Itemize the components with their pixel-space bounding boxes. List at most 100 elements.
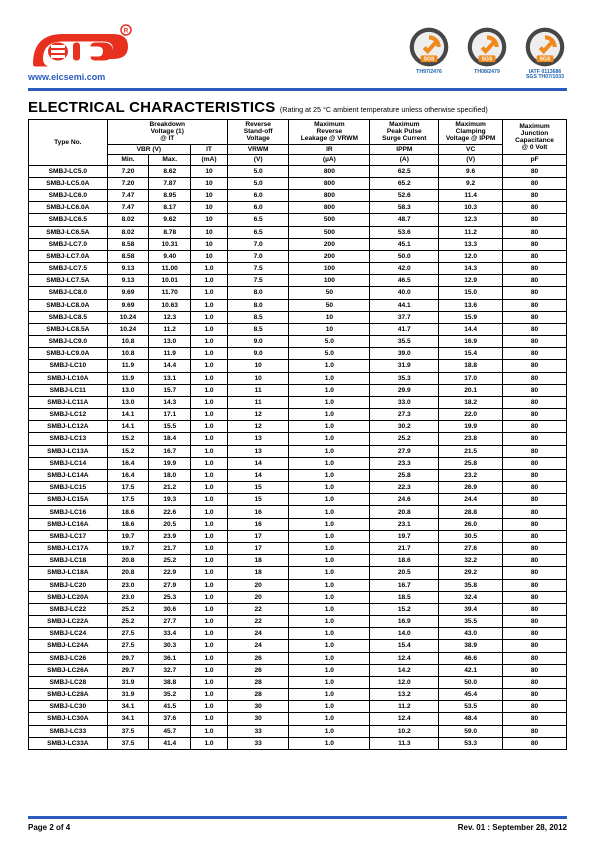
table-row: SMBJ-LC2629.736.11.0261.012.446.680 — [29, 652, 567, 664]
cell-type: SMBJ-LC7.0 — [29, 238, 108, 250]
cell-type: SMBJ-LC30 — [29, 701, 108, 713]
cell-value: 1.0 — [289, 579, 370, 591]
cell-type: SMBJ-LC12A — [29, 421, 108, 433]
cell-value: 80 — [503, 543, 567, 555]
table-row: SMBJ-LC28A31.935.21.0281.013.245.480 — [29, 689, 567, 701]
cell-value: 28.8 — [439, 506, 503, 518]
cell-value: 80 — [503, 603, 567, 615]
table-row: SMBJ-LC8.5A10.2411.21.08.51041.714.480 — [29, 323, 567, 335]
cell-value: 12.3 — [149, 311, 191, 323]
cell-value: 27.5 — [107, 640, 149, 652]
cell-value: 33.0 — [370, 396, 439, 408]
cell-value: 59.0 — [439, 725, 503, 737]
cell-value: 19.7 — [107, 530, 149, 542]
svg-text:R: R — [124, 28, 129, 35]
cell-value: 20.8 — [107, 567, 149, 579]
cell-value: 62.5 — [370, 165, 439, 177]
cell-value: 80 — [503, 530, 567, 542]
cell-type: SMBJ-LC6.5A — [29, 226, 108, 238]
cell-type: SMBJ-LC12 — [29, 409, 108, 421]
cell-value: 23.8 — [439, 433, 503, 445]
cell-value: 29.7 — [107, 652, 149, 664]
cell-value: 40.0 — [370, 287, 439, 299]
table-row: SMBJ-LC2831.938.81.0281.012.050.080 — [29, 676, 567, 688]
cell-value: 26 — [227, 652, 288, 664]
cell-value: 11.9 — [107, 372, 149, 384]
cell-value: 1.0 — [191, 689, 228, 701]
cell-value: 21.7 — [370, 543, 439, 555]
cell-value: 12.4 — [370, 652, 439, 664]
cell-value: 1.0 — [191, 323, 228, 335]
table-row: SMBJ-LC1214.117.11.0121.027.322.080 — [29, 409, 567, 421]
cell-value: 25.2 — [107, 603, 149, 615]
cell-value: 11.9 — [107, 360, 149, 372]
cell-value: 13.3 — [439, 238, 503, 250]
cell-value: 10 — [191, 165, 228, 177]
table-row: SMBJ-LC1315.218.41.0131.025.223.880 — [29, 433, 567, 445]
table-row: SMBJ-LC5.07.208.62105.080062.59.680 — [29, 165, 567, 177]
cell-value: 100 — [289, 263, 370, 275]
cell-value: 1.0 — [191, 360, 228, 372]
cell-value: 7.5 — [227, 263, 288, 275]
cell-value: 1.0 — [191, 469, 228, 481]
cell-value: 10.24 — [107, 323, 149, 335]
cell-value: 80 — [503, 591, 567, 603]
table-row: SMBJ-LC7.5A9.1310.011.07.510046.512.980 — [29, 275, 567, 287]
cell-value: 13.6 — [439, 299, 503, 311]
cell-value: 1.0 — [289, 457, 370, 469]
cell-value: 80 — [503, 348, 567, 360]
cell-value: 800 — [289, 202, 370, 214]
cell-type: SMBJ-LC13A — [29, 445, 108, 457]
cell-value: 15.4 — [370, 640, 439, 652]
title-row: ELECTRICAL CHARACTERISTICS (Rating at 25… — [28, 99, 567, 117]
cell-value: 10 — [191, 250, 228, 262]
cell-value: 1.0 — [191, 299, 228, 311]
cell-value: 15.5 — [149, 421, 191, 433]
cell-value: 8.58 — [107, 238, 149, 250]
spec-table-body: SMBJ-LC5.07.208.62105.080062.59.680SMBJ-… — [29, 165, 567, 749]
cell-value: 1.0 — [289, 384, 370, 396]
spec-table-head: Type No. BreakdownVoltage (1)@ IT Revers… — [29, 120, 567, 166]
cell-value: 7.47 — [107, 202, 149, 214]
cell-value: 1.0 — [289, 628, 370, 640]
cell-value: 27.6 — [439, 543, 503, 555]
table-row: SMBJ-LC3337.545.71.0331.010.259.080 — [29, 725, 567, 737]
cell-value: 7.0 — [227, 250, 288, 262]
cell-value: 23.1 — [370, 518, 439, 530]
cell-value: 13.1 — [149, 372, 191, 384]
cell-value: 9.69 — [107, 299, 149, 311]
cell-value: 80 — [503, 579, 567, 591]
cell-value: 1.0 — [289, 482, 370, 494]
cell-value: 31.9 — [107, 689, 149, 701]
cell-value: 8.5 — [227, 311, 288, 323]
cell-value: 100 — [289, 275, 370, 287]
svg-text:SGS: SGS — [424, 56, 435, 62]
cell-value: 11.3 — [370, 737, 439, 749]
cell-type: SMBJ-LC5.0A — [29, 177, 108, 189]
cell-value: 13.0 — [107, 396, 149, 408]
cell-value: 37.5 — [107, 737, 149, 749]
cell-type: SMBJ-LC8.5 — [29, 311, 108, 323]
cell-type: SMBJ-LC14 — [29, 457, 108, 469]
cell-value: 80 — [503, 372, 567, 384]
cell-value: 80 — [503, 445, 567, 457]
cell-value: 7.47 — [107, 190, 149, 202]
cell-value: 1.0 — [191, 457, 228, 469]
cell-value: 9.0 — [227, 348, 288, 360]
cell-value: 10 — [191, 177, 228, 189]
cell-value: 16 — [227, 518, 288, 530]
u-ir: (µA) — [289, 155, 370, 165]
cell-value: 13.0 — [107, 384, 149, 396]
spec-table: Type No. BreakdownVoltage (1)@ IT Revers… — [28, 119, 567, 750]
brand-url[interactable]: www.eicsemi.com — [28, 72, 105, 82]
table-row: SMBJ-LC11A13.014.31.0111.033.018.280 — [29, 396, 567, 408]
u-ippm: (A) — [370, 155, 439, 165]
cell-value: 800 — [289, 190, 370, 202]
cell-value: 15.2 — [107, 445, 149, 457]
cell-value: 5.0 — [289, 336, 370, 348]
cell-type: SMBJ-LC10 — [29, 360, 108, 372]
table-row: SMBJ-LC2427.533.41.0241.014.043.080 — [29, 628, 567, 640]
cell-value: 1.0 — [191, 555, 228, 567]
cell-type: SMBJ-LC20A — [29, 591, 108, 603]
cell-value: 1.0 — [289, 469, 370, 481]
